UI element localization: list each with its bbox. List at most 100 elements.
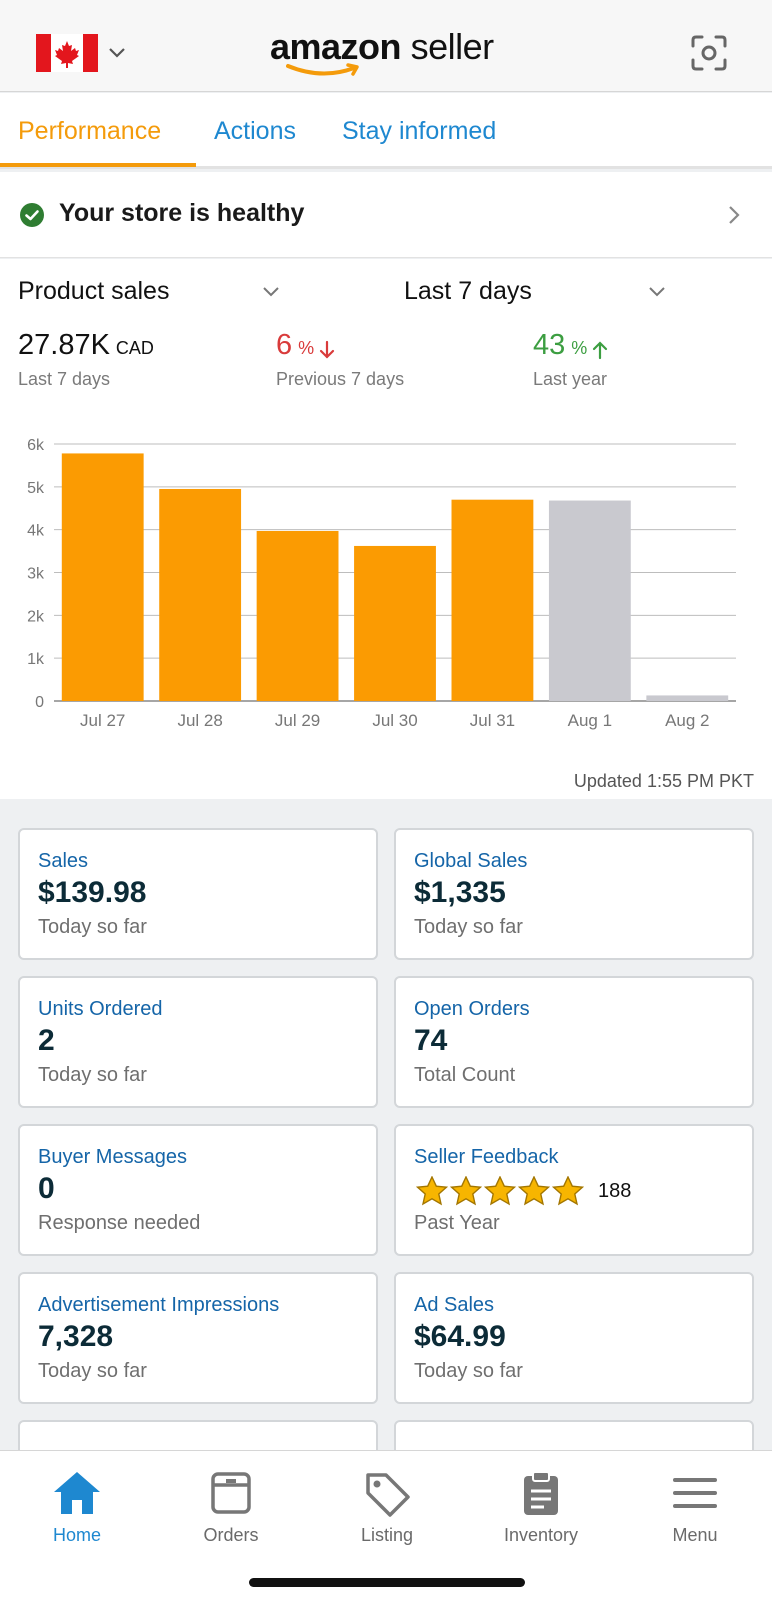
total-sales-caption: Last 7 days	[18, 369, 111, 389]
card-value: 2	[38, 1024, 55, 1057]
x-tick-label: Jul 28	[177, 711, 222, 730]
last-year-metric: 43% Last year	[533, 329, 609, 389]
last-year-unit: %	[571, 338, 588, 358]
y-tick-label: 4k	[27, 523, 45, 540]
card-value: 7,328	[38, 1320, 114, 1353]
store-health-row[interactable]: Your store is healthy	[0, 172, 772, 258]
check-circle-icon	[20, 203, 44, 227]
open-orders-card[interactable]: Open Orders 74 Total Count	[394, 976, 754, 1108]
nav-label: Orders	[203, 1525, 259, 1545]
nav-label: Inventory	[503, 1525, 579, 1545]
card-value: $139.98	[38, 876, 147, 909]
amazon-smile-icon	[286, 63, 359, 76]
total-sales-value: 27.87K	[18, 329, 110, 361]
sales-card[interactable]: Sales $139.98 Today so far	[18, 828, 378, 960]
tag-icon	[366, 1473, 410, 1517]
arrow-up-icon	[593, 341, 608, 359]
nav-inventory[interactable]: Inventory	[476, 1461, 606, 1551]
star-icon	[518, 1176, 550, 1206]
logo-bold-text: amazon	[270, 26, 402, 67]
card-value: 0	[38, 1172, 55, 1205]
camera-scan-icon[interactable]	[690, 34, 728, 72]
global-sales-card[interactable]: Global Sales $1,335 Today so far	[394, 828, 754, 960]
star-icon	[484, 1176, 516, 1206]
nav-menu[interactable]: Menu	[630, 1461, 760, 1551]
y-tick-label: 2k	[27, 608, 45, 625]
card-title: Seller Feedback	[414, 1146, 559, 1168]
card-caption: Past Year	[414, 1212, 500, 1234]
prev-period-caption: Previous 7 days	[276, 369, 405, 389]
tab-stay-informed[interactable]: Stay informed	[342, 117, 497, 145]
nav-orders[interactable]: Orders	[166, 1461, 296, 1551]
total-sales-unit: CAD	[115, 338, 154, 358]
card-value: $64.99	[414, 1320, 506, 1353]
units-ordered-card[interactable]: Units Ordered 2 Today so far	[18, 976, 378, 1108]
updated-timestamp: Updated 1:55 PM PKT	[573, 771, 754, 791]
active-tab-indicator	[0, 163, 196, 167]
sales-bar-chart: 0 1k 2k 3k 4k 5k 6k Jul 27 Jul 28 Jul 29 Jul 30 Jul…	[27, 437, 736, 730]
last-year-value: 43	[533, 329, 566, 361]
bar-jul-31[interactable]	[451, 499, 534, 701]
bar-aug-2[interactable]	[646, 695, 729, 701]
store-health-label: Your store is healthy	[59, 199, 305, 227]
tab-actions[interactable]: Actions	[214, 117, 296, 145]
marketplace-selector[interactable]	[36, 34, 132, 72]
y-tick-label: 1k	[27, 651, 45, 668]
total-sales-metric: 27.87K CAD Last 7 days	[18, 329, 154, 389]
y-tick-label: 5k	[27, 480, 45, 497]
sales-summary-panel: Product sales Last 7 days 27.87K CAD Last…	[0, 259, 772, 799]
card-title: Sales	[38, 850, 89, 872]
bar-jul-29[interactable]	[256, 530, 339, 701]
hamburger-icon	[673, 1478, 717, 1508]
bar-jul-30[interactable]	[354, 545, 436, 701]
x-tick-label: Jul 30	[372, 711, 417, 730]
prev-period-value: 6	[276, 329, 293, 361]
chevron-down-icon	[109, 48, 125, 58]
y-tick-label: 6k	[27, 437, 45, 454]
card-caption: Today so far	[414, 916, 523, 938]
card-caption: Response needed	[38, 1212, 201, 1234]
nav-label: Listing	[360, 1525, 414, 1545]
card-caption: Today so far	[38, 916, 147, 938]
tab-performance[interactable]: Performance	[18, 117, 162, 145]
ad-impressions-card[interactable]: Advertisement Impressions 7,328 Today so…	[18, 1272, 378, 1404]
card-title: Global Sales	[414, 850, 528, 872]
y-tick-label: 3k	[27, 566, 45, 583]
home-indicator-bar	[249, 1578, 525, 1587]
home-icon	[54, 1472, 100, 1514]
bar-jul-28[interactable]	[159, 488, 242, 701]
arrow-down-icon	[320, 340, 335, 359]
card-caption: Today so far	[38, 1360, 147, 1382]
period-dropdown[interactable]: Last 7 days	[404, 277, 532, 305]
nav-listing[interactable]: Listing	[322, 1461, 452, 1551]
chevron-down-icon[interactable]	[648, 286, 666, 298]
prev-period-unit: %	[298, 338, 315, 358]
card-caption: Total Count	[414, 1064, 516, 1086]
nav-label: Home	[52, 1525, 101, 1545]
card-value: 74	[414, 1024, 448, 1057]
card-title: Buyer Messages	[38, 1146, 187, 1168]
bar-aug-1[interactable]	[548, 500, 631, 701]
ad-sales-card[interactable]: Ad Sales $64.99 Today so far	[394, 1272, 754, 1404]
nav-home[interactable]: Home	[12, 1461, 142, 1551]
app-header: amazon seller	[0, 0, 772, 92]
logo-light-text: seller	[410, 26, 495, 67]
buyer-messages-card[interactable]: Buyer Messages 0 Response needed	[18, 1124, 378, 1256]
metric-dropdown[interactable]: Product sales	[18, 277, 170, 305]
top-tabs: Performance Actions Stay informed	[0, 93, 772, 169]
star-icon	[416, 1176, 448, 1206]
seller-feedback-card[interactable]: Seller Feedback 188 Past Year	[394, 1124, 754, 1256]
card-title: Advertisement Impressions	[38, 1294, 280, 1316]
card-caption: Today so far	[414, 1360, 523, 1382]
card-caption: Today so far	[38, 1064, 147, 1086]
x-tick-label: Aug 2	[665, 711, 709, 730]
nav-label: Menu	[672, 1525, 718, 1545]
x-tick-label: Jul 31	[470, 711, 515, 730]
star-rating: 188	[416, 1176, 631, 1206]
bar-jul-27[interactable]	[61, 453, 144, 701]
chevron-right-icon	[729, 206, 740, 224]
bottom-navigation: Home Orders Listing	[0, 1450, 772, 1600]
orders-box-icon	[211, 1472, 251, 1514]
chevron-down-icon[interactable]	[262, 286, 280, 298]
